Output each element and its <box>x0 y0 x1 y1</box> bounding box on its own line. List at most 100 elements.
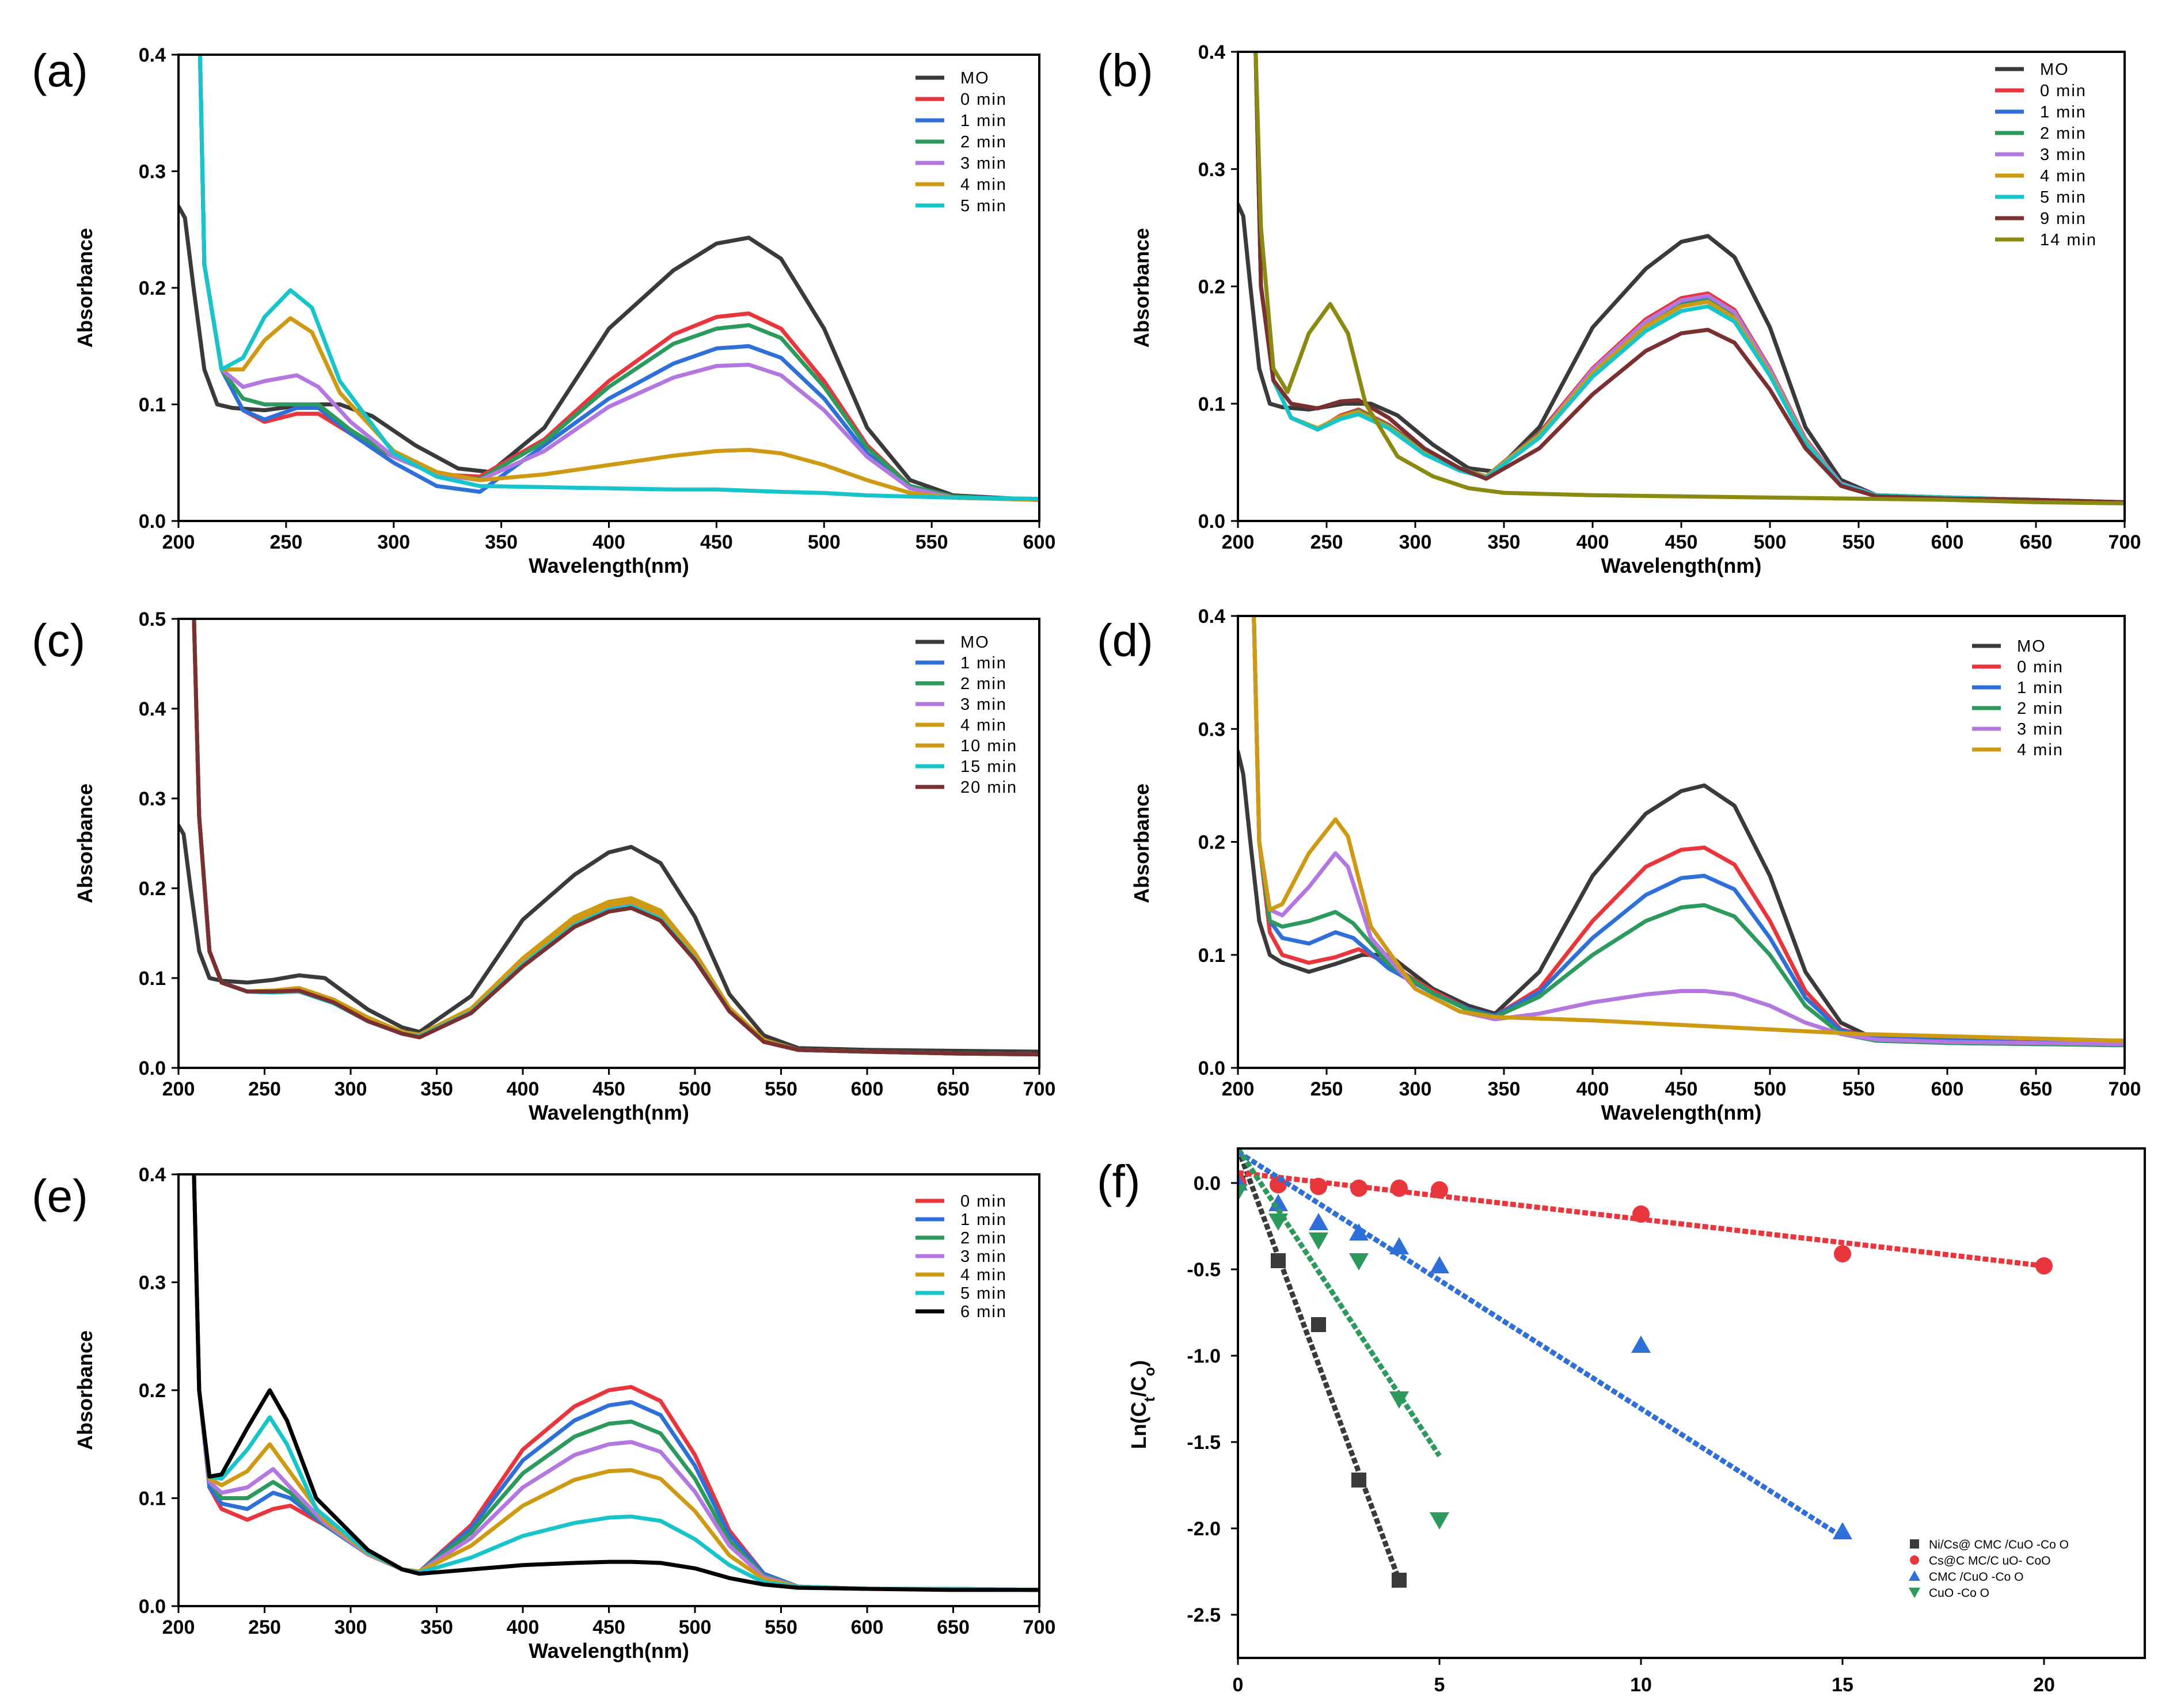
x-tick-label: 450 <box>1665 1078 1698 1100</box>
x-tick-label: 650 <box>937 1078 970 1100</box>
series-line-5-min <box>197 55 1039 501</box>
legend-marker <box>1910 1539 1919 1549</box>
series-line-4-min <box>192 1174 1039 1592</box>
y-axis-title: Absorbance <box>73 1330 97 1450</box>
x-axis-title: Ttime <box>1659 1705 1723 1708</box>
x-tick-label: 200 <box>162 531 195 553</box>
series-line-14-min <box>1253 52 2125 505</box>
legend-label: 1 min <box>960 112 1007 130</box>
legend-label: 4 min <box>960 176 1007 194</box>
y-tick-label: 0.4 <box>1198 41 1225 63</box>
x-tick-label: 15 <box>1832 1674 1853 1696</box>
data-point <box>1349 1253 1369 1270</box>
x-tick-label: 500 <box>679 1078 712 1100</box>
x-axis-title: Wavelength(nm) <box>529 1639 689 1663</box>
chart-panel-b: (b) 200 250 300 350 400 450 500 550 600 650 700 0.0 0… <box>1097 41 2141 577</box>
series-line-4-min <box>192 619 1039 1057</box>
panel-label: (e) <box>32 1170 88 1222</box>
y-tick-label: 0.4 <box>139 698 166 720</box>
x-tick-label: 600 <box>1931 531 1964 553</box>
legend-label: 2 min <box>2017 699 2064 718</box>
y-tick-label: 0.1 <box>139 968 166 990</box>
legend-label: 2 min <box>2040 124 2087 143</box>
x-tick-label: 200 <box>162 1078 195 1100</box>
legend-label: MO <box>960 69 990 88</box>
y-tick-label: -2.0 <box>1187 1518 1221 1540</box>
plot-area <box>1238 52 2125 505</box>
x-tick-label: 400 <box>592 531 625 553</box>
x-tick-label: 500 <box>1754 1078 1787 1100</box>
x-tick-label: 250 <box>1310 1078 1343 1100</box>
y-tick-label: -2.5 <box>1187 1604 1221 1626</box>
chart-panel-f: (f) 0 5 10 15 20 0.0 -0.5 -1.0 -1.5 -2.0 -2.5 Ttime L… <box>1097 1147 2146 1708</box>
plot-frame <box>177 618 1040 1069</box>
series-line-1-min <box>192 619 1039 1057</box>
x-tick-label: 250 <box>270 531 303 553</box>
data-point <box>1430 1256 1449 1273</box>
legend-label: 1 min <box>2040 103 2087 121</box>
x-tick-label: 500 <box>1754 531 1787 553</box>
x-tick-label: 200 <box>1222 1078 1255 1100</box>
y-tick-label: 0.1 <box>139 1488 166 1510</box>
y-axis-title: Absorbance <box>73 783 97 903</box>
x-tick-label: 400 <box>507 1616 540 1638</box>
series-line-3-min <box>192 619 1039 1057</box>
legend-label: 2 min <box>960 1229 1007 1247</box>
legend-label: Cs@C MC/C uO- CoO <box>1929 1554 2051 1568</box>
x-tick-label: 700 <box>1023 1078 1056 1100</box>
series-line-1-min <box>1252 616 2125 1043</box>
x-tick-label: 350 <box>420 1078 453 1100</box>
data-point <box>1349 1223 1369 1241</box>
x-tick-label: 200 <box>162 1616 195 1638</box>
x-tick-label: 600 <box>1931 1078 1964 1100</box>
legend-label: Ni/Cs@ CMC /CuO -Co O <box>1929 1538 2069 1551</box>
series-line-5-min <box>192 1174 1039 1592</box>
x-tick-label: 350 <box>420 1616 453 1638</box>
x-tick-label: 250 <box>248 1078 281 1100</box>
series-line-6-min <box>192 1174 1039 1592</box>
y-tick-label: -1.0 <box>1187 1345 1221 1367</box>
plot-frame <box>1237 51 2126 522</box>
y-axis-title-part: Ln(C <box>1127 1402 1150 1449</box>
legend-label: 0 min <box>2017 658 2064 676</box>
legend-label: 5 min <box>960 1284 1007 1303</box>
plot-area <box>178 619 1039 1057</box>
x-tick-label: 350 <box>1488 531 1521 553</box>
x-tick-label: 5 <box>1434 1674 1445 1696</box>
chart-panel-a: (a) 200 250 300 350 400 450 500 550 600 0.0 0.1 0.2 0… <box>32 44 1055 577</box>
data-point <box>1389 1391 1409 1409</box>
panel-label: (f) <box>1097 1156 1141 1207</box>
legend-label: MO <box>2040 60 2069 79</box>
x-tick-label: 450 <box>700 531 733 553</box>
series-line-MO <box>1238 202 2125 504</box>
legend: MO 1 min 2 min 3 min 4 min 10 min 15 min 20 min <box>915 633 1016 797</box>
data-point <box>1392 1573 1407 1588</box>
x-tick-label: 650 <box>937 1616 970 1638</box>
x-tick-label: 300 <box>1399 531 1432 553</box>
panel-label: (d) <box>1097 615 1153 666</box>
series-line-2-min <box>1252 616 2125 1048</box>
x-tick-label: 550 <box>765 1078 797 1100</box>
series-line-4-min <box>197 55 1039 502</box>
x-tick-label: 500 <box>808 531 841 553</box>
y-tick-label: 0.3 <box>139 1272 166 1294</box>
x-tick-label: 300 <box>377 531 410 553</box>
x-tick-label: 450 <box>1665 531 1698 553</box>
y-tick-label: 0.2 <box>1198 832 1225 854</box>
y-tick-label: 0.5 <box>139 608 166 630</box>
x-tick-label: 650 <box>2020 1078 2053 1100</box>
series-line-4-min <box>1252 616 2125 1043</box>
x-tick-label: 250 <box>1310 531 1343 553</box>
x-tick-label: 600 <box>1023 531 1056 553</box>
data-point <box>1309 1233 1328 1250</box>
series-line-MO <box>178 823 1039 1054</box>
fit-line <box>1238 1148 1402 1581</box>
legend-marker <box>1909 1588 1920 1598</box>
y-tick-label: 0.4 <box>139 1164 166 1186</box>
legend-marker <box>1909 1570 1920 1581</box>
x-tick-label: 300 <box>335 1616 367 1638</box>
y-tick-label: 0.3 <box>139 788 166 810</box>
data-point <box>1238 1184 1248 1201</box>
y-tick-label: 0.0 <box>139 511 166 532</box>
